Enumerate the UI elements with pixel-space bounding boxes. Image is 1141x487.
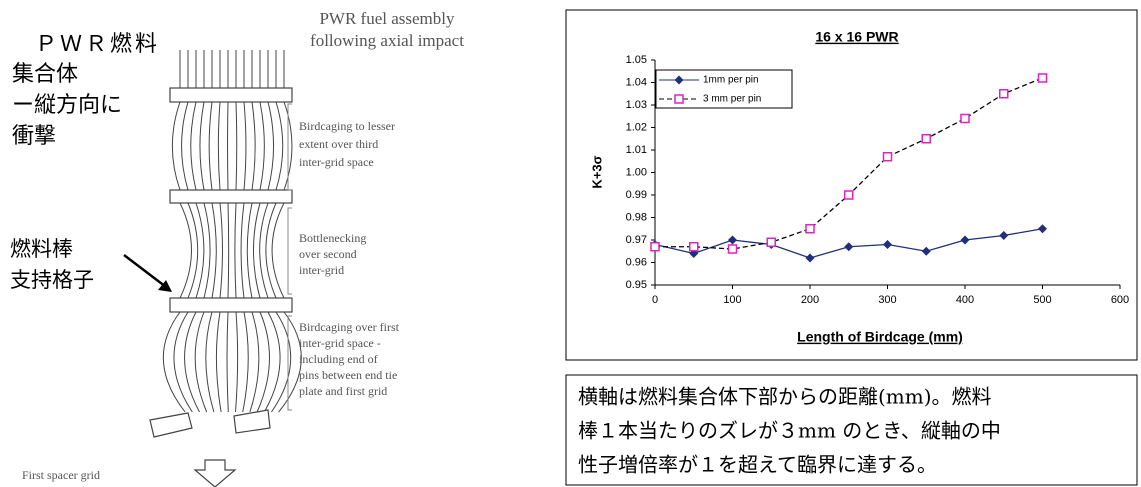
jp-label: 燃料棒 <box>10 237 73 261</box>
y-tick-label: 1.01 <box>626 144 647 156</box>
chart-title: 16 x 16 PWR <box>815 29 898 45</box>
point <box>651 243 659 251</box>
note: Birdcaging to lesser <box>299 119 395 133</box>
point <box>806 225 814 233</box>
note: extent over third <box>299 137 378 151</box>
legend-label: 1mm per pin <box>703 75 759 86</box>
rod <box>227 50 229 412</box>
rod <box>241 50 248 412</box>
point <box>729 245 737 253</box>
note: inter-grid space - <box>299 336 381 350</box>
end-plate <box>150 413 192 437</box>
caption: 性子増倍率が１を超えて臨界に達する。 <box>578 453 937 477</box>
jp-title: 衝撃 <box>12 124 56 149</box>
note: inter-grid space <box>299 155 374 169</box>
y-tick-label: 0.96 <box>626 256 647 268</box>
legend-label: 3 mm per pin <box>703 94 761 105</box>
x-tick-label: 600 <box>1111 294 1129 306</box>
diagram-title: PWR fuel assembly <box>319 9 455 28</box>
point <box>922 135 930 143</box>
legend-marker <box>675 95 683 103</box>
grid <box>170 88 292 102</box>
down-arrow <box>195 460 235 487</box>
note: plate and first grid <box>299 384 387 398</box>
grid <box>170 298 292 312</box>
y-tick-label: 0.99 <box>626 189 647 201</box>
y-tick-label: 0.97 <box>626 234 647 246</box>
note: Bottlenecking <box>299 231 366 245</box>
x-tick-label: 0 <box>652 294 658 306</box>
diagram-title: following axial impact <box>310 31 464 50</box>
x-tick-label: 200 <box>801 294 819 306</box>
y-tick-label: 1.00 <box>626 166 647 178</box>
rod <box>174 50 198 412</box>
rod <box>247 50 259 412</box>
point <box>1000 90 1008 98</box>
caption: 横軸は燃料集合体下部からの距離(mm)。燃料 <box>578 385 992 409</box>
point <box>845 191 853 199</box>
x-tick-label: 500 <box>1033 294 1051 306</box>
note: pins between end tie <box>299 368 397 382</box>
point <box>767 238 775 246</box>
y-tick-label: 0.98 <box>626 211 647 223</box>
page: PWR fuel assembly following axial impact… <box>0 0 1141 487</box>
x-tick-label: 300 <box>878 294 896 306</box>
note: over second <box>299 247 357 261</box>
y-axis-label: K+3σ <box>589 155 604 188</box>
first-grid-label: First spacer grid <box>22 468 100 482</box>
x-tick-label: 400 <box>956 294 974 306</box>
point <box>1039 74 1047 82</box>
point <box>961 115 969 123</box>
note: including end of <box>299 352 378 366</box>
rods <box>163 50 301 412</box>
note: Birdcaging over first <box>299 320 400 334</box>
caption: 棒１本当たりのズレが３mm のとき、縦軸の中 <box>578 419 1001 443</box>
rod <box>216 50 222 412</box>
end-plate <box>234 410 270 433</box>
rod <box>235 50 238 412</box>
y-tick-label: 1.03 <box>626 99 647 111</box>
y-tick-label: 1.04 <box>626 76 647 88</box>
jp-title: ー縦方向に <box>12 93 122 118</box>
x-tick-label: 100 <box>723 294 741 306</box>
bracket <box>288 208 292 294</box>
point <box>690 243 698 251</box>
y-tick-label: 1.02 <box>626 121 647 133</box>
chart-frame <box>566 10 1137 360</box>
point <box>884 153 892 161</box>
y-tick-label: 0.95 <box>626 279 647 291</box>
x-axis-label: Length of Birdcage (mm) <box>797 329 963 345</box>
y-tick-label: 1.05 <box>626 54 647 66</box>
grid <box>170 190 292 203</box>
jp-title: 集合体 <box>12 62 78 87</box>
rod <box>206 50 216 412</box>
jp-label: 支持格子 <box>10 268 94 292</box>
note: inter-grid <box>299 263 344 277</box>
jp-title: ＰＷＲ燃料 <box>35 32 160 57</box>
